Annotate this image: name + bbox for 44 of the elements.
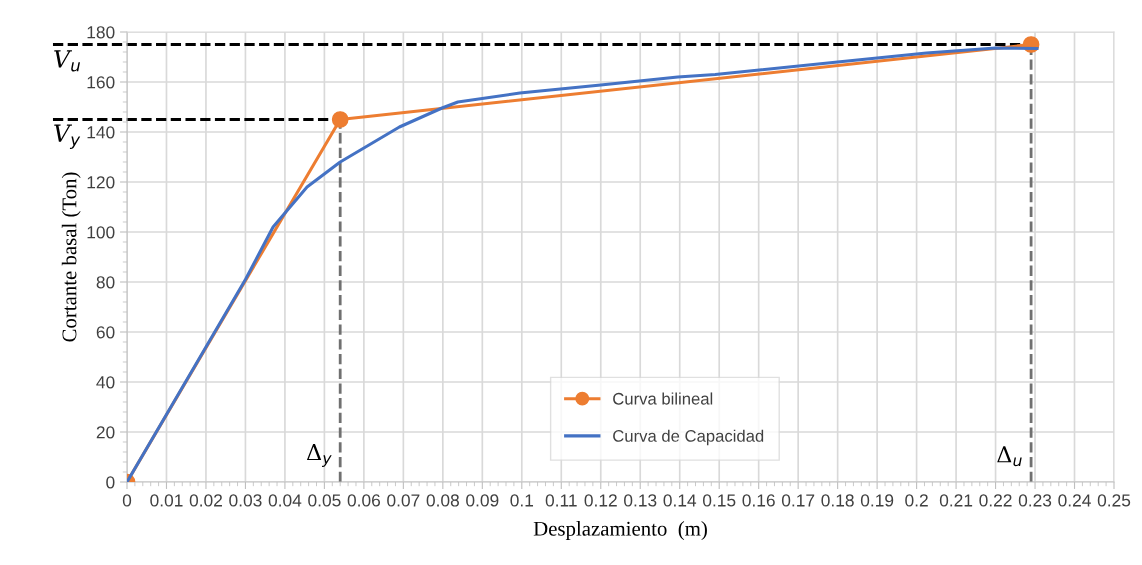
y-tick-label: 40 <box>96 376 115 389</box>
x-tick-label: 0.21 <box>939 494 973 507</box>
x-tick-label: 0.07 <box>387 494 420 507</box>
x-tick-label: 0.16 <box>742 494 775 507</box>
x-tick-label: 0.1 <box>510 494 534 507</box>
x-tick-label: 0.17 <box>781 494 815 507</box>
ref-line-label: V$_{y}$ <box>54 124 81 150</box>
x-tick-label: 0.11 <box>545 494 577 507</box>
x-tick-label: 0.04 <box>268 494 302 507</box>
x-tick-label: 0.2 <box>905 494 928 507</box>
x-tick-label: 0.25 <box>1097 494 1131 507</box>
ref-line-label: Δ$_{y}$ <box>306 443 332 467</box>
y-tick-label: 120 <box>87 176 115 189</box>
x-tick-label: 0.12 <box>584 494 617 507</box>
legend-label: Curva bilineal <box>613 392 713 405</box>
x-tick-label: 0.14 <box>663 494 697 507</box>
y-tick-label: 20 <box>96 426 115 439</box>
x-tick-label: 0 <box>122 494 132 507</box>
y-tick-label: 60 <box>96 326 115 339</box>
x-tick-label: 0.18 <box>821 494 854 507</box>
x-tick-label: 0.08 <box>426 494 459 507</box>
y-tick-label: 0 <box>106 476 115 489</box>
legend-label: Curva de Capacidad <box>613 429 764 446</box>
x-tick-label: 0.19 <box>860 494 894 507</box>
y-tick-label: 100 <box>87 226 115 239</box>
x-tick-label: 0.06 <box>347 494 381 507</box>
x-tick-label: 0.22 <box>979 494 1012 507</box>
ref-line-label: V$_{u}$ <box>54 50 80 72</box>
y-tick-label: 140 <box>87 126 115 139</box>
x-tick-label: 0.03 <box>229 494 262 507</box>
x-tick-label: 0.24 <box>1058 494 1091 507</box>
x-tick-label: 0.01 <box>150 494 183 507</box>
x-tick-label: 0.02 <box>189 494 222 507</box>
x-axis-title: Desplazamiento (m) <box>533 521 707 540</box>
x-tick-label: 0.05 <box>308 494 341 507</box>
y-axis-title: Cortante basal (Ton) <box>61 172 81 342</box>
ref-line-label: Δ$_{u}$ <box>997 446 1022 467</box>
x-tick-label: 0.09 <box>466 494 499 507</box>
y-tick-label: 180 <box>87 26 115 39</box>
x-tick-label: 0.13 <box>624 494 657 507</box>
x-tick-label: 0.23 <box>1018 494 1052 507</box>
y-tick-label: 160 <box>87 76 115 89</box>
x-tick-label: 0.15 <box>702 494 736 507</box>
y-tick-label: 80 <box>96 276 115 289</box>
